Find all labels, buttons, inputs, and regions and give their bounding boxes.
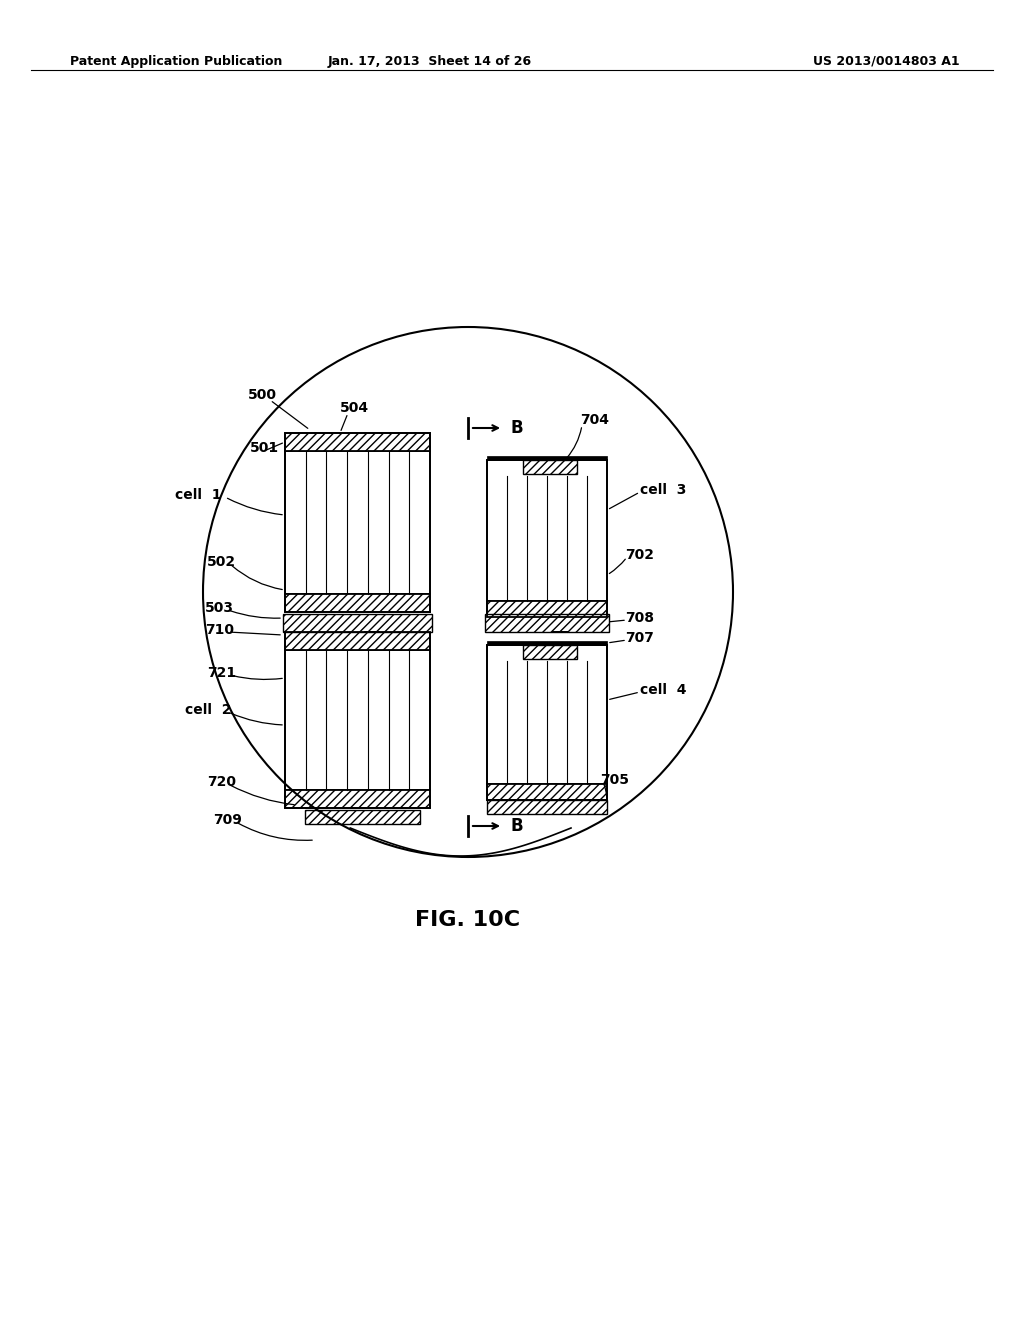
Bar <box>285 789 430 808</box>
Bar <box>487 642 607 645</box>
Bar <box>283 614 432 632</box>
Text: cell  3: cell 3 <box>640 483 686 498</box>
Text: FIG. 10C: FIG. 10C <box>416 909 520 931</box>
Bar <box>285 433 430 451</box>
Bar <box>305 810 420 824</box>
Text: cell  1: cell 1 <box>175 488 221 502</box>
Text: 710: 710 <box>205 623 234 638</box>
Bar <box>285 632 430 808</box>
Bar <box>487 455 607 459</box>
Text: 705: 705 <box>600 774 629 787</box>
Text: B: B <box>510 418 522 437</box>
Text: Jan. 17, 2013  Sheet 14 of 26: Jan. 17, 2013 Sheet 14 of 26 <box>328 55 532 69</box>
Text: 501: 501 <box>250 441 280 455</box>
Bar <box>285 433 430 612</box>
Text: cell  2: cell 2 <box>185 704 231 717</box>
Bar <box>523 645 577 659</box>
Text: 707: 707 <box>625 631 654 645</box>
Text: B: B <box>510 817 522 836</box>
Text: Patent Application Publication: Patent Application Publication <box>70 55 283 69</box>
Text: 500: 500 <box>248 388 278 403</box>
Bar <box>487 459 607 616</box>
Bar <box>523 459 577 474</box>
Text: 721: 721 <box>207 667 237 680</box>
Bar <box>487 459 607 601</box>
Bar <box>487 645 607 784</box>
Bar <box>285 649 430 789</box>
Text: 708: 708 <box>625 611 654 624</box>
Bar <box>285 632 430 649</box>
Text: 704: 704 <box>580 413 609 426</box>
Bar <box>487 645 607 800</box>
Text: 720: 720 <box>207 775 236 789</box>
Bar <box>285 594 430 612</box>
Bar <box>487 800 607 814</box>
Bar <box>285 451 430 594</box>
Bar <box>487 784 607 800</box>
Text: 702: 702 <box>625 548 654 562</box>
Text: 709: 709 <box>213 813 242 828</box>
Bar <box>485 614 609 632</box>
Text: 502: 502 <box>207 554 237 569</box>
Text: 504: 504 <box>340 401 369 414</box>
Bar <box>487 601 607 616</box>
Text: 503: 503 <box>205 601 234 615</box>
Text: cell  4: cell 4 <box>640 682 686 697</box>
Text: US 2013/0014803 A1: US 2013/0014803 A1 <box>813 55 961 69</box>
